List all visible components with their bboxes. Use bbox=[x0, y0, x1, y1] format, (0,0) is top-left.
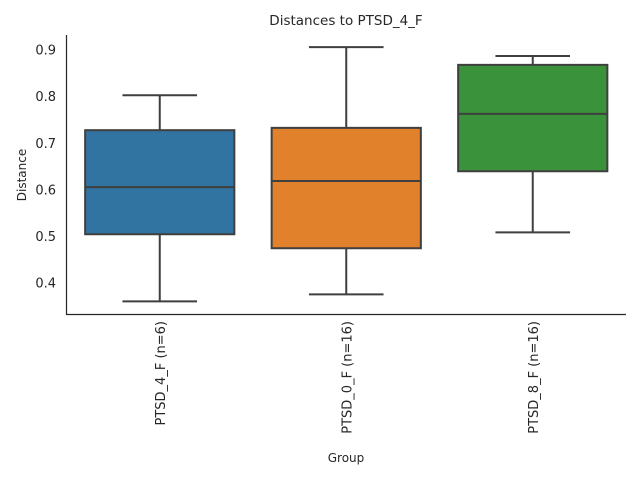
iqr-box bbox=[270, 126, 422, 250]
x-tick-label: PTSD_4_F (n=6) bbox=[154, 321, 169, 425]
box-2 bbox=[270, 46, 422, 296]
y-tick-labels: 0.4 0.5 0.6 0.7 0.8 0.9 bbox=[35, 43, 56, 291]
y-tick-label: 0.9 bbox=[35, 43, 56, 58]
y-tick-label: 0.6 bbox=[35, 183, 56, 198]
y-tick-label: 0.4 bbox=[35, 277, 56, 292]
iqr-box bbox=[457, 63, 609, 173]
iqr-box bbox=[84, 129, 236, 236]
box-3 bbox=[457, 54, 609, 234]
y-tick-label: 0.5 bbox=[35, 230, 56, 245]
y-axis-label: Distance bbox=[15, 149, 29, 201]
x-tick-label: PTSD_0_F (n=16) bbox=[340, 321, 355, 434]
boxes-group bbox=[84, 46, 609, 303]
y-tick-label: 0.8 bbox=[35, 90, 56, 105]
chart-title: Distances to PTSD_4_F bbox=[269, 13, 422, 29]
y-tick-label: 0.7 bbox=[35, 137, 56, 152]
x-tick-label: PTSD_8_F (n=16) bbox=[527, 321, 542, 434]
x-tick-labels: PTSD_4_F (n=6) PTSD_0_F (n=16) PTSD_8_F (n… bbox=[154, 321, 542, 434]
x-axis-label: Group bbox=[328, 451, 365, 465]
box-1 bbox=[84, 94, 236, 303]
